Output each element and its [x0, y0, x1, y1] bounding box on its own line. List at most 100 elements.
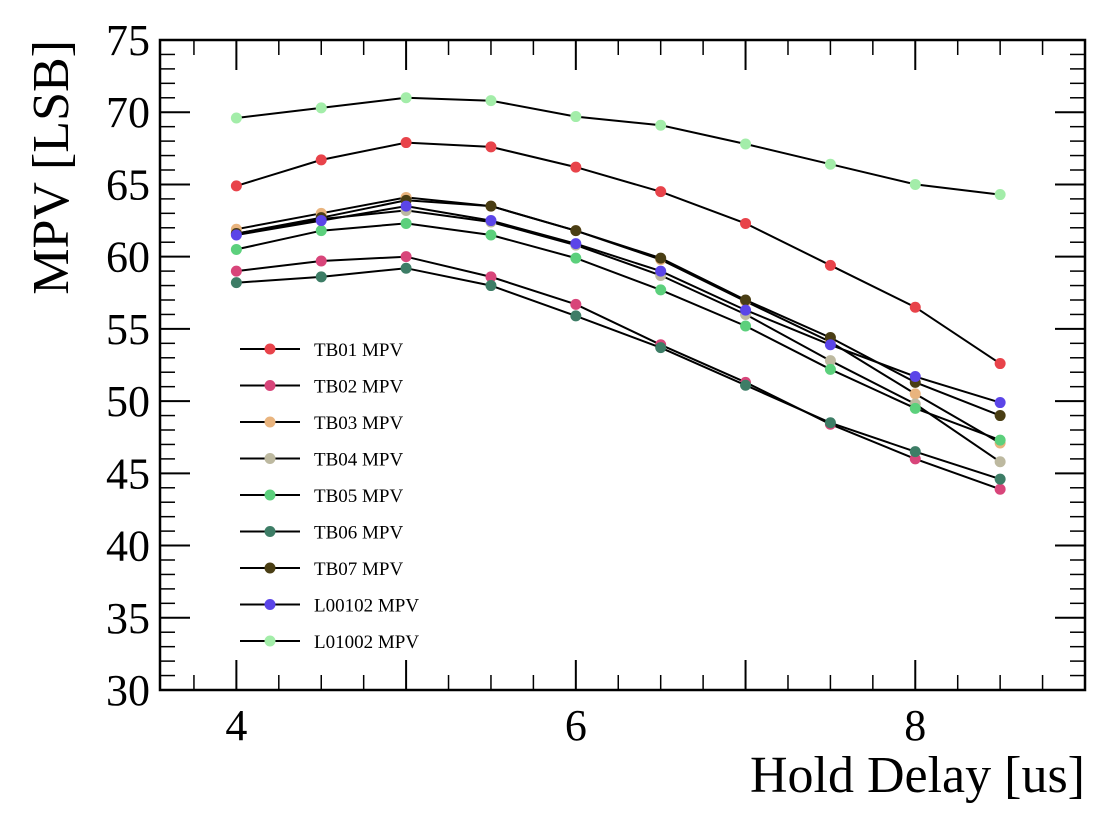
- legend-marker: [264, 635, 276, 647]
- legend-label: TB07 MPV: [314, 559, 403, 580]
- data-point: [315, 102, 327, 114]
- data-point: [485, 271, 497, 283]
- y-tick-label: 40: [106, 522, 150, 571]
- series-line: [236, 255, 1001, 491]
- legend-label: TB06 MPV: [314, 523, 403, 544]
- data-point: [655, 265, 667, 277]
- data-point: [485, 229, 497, 241]
- data-point: [400, 251, 412, 263]
- data-point: [740, 138, 752, 150]
- legend-marker: [264, 453, 276, 464]
- data-point: [485, 95, 497, 107]
- legend-entry: TB06 MPV: [240, 523, 403, 544]
- data-point: [230, 180, 242, 192]
- x-tick-label: 8: [904, 701, 926, 750]
- x-tick-label: 6: [565, 701, 587, 750]
- legend-marker: [264, 380, 276, 391]
- series-layer: [230, 92, 1006, 495]
- data-point: [909, 371, 921, 383]
- data-point: [655, 252, 667, 264]
- data-point: [909, 402, 921, 414]
- data-point: [909, 388, 921, 400]
- x-axis-title: Hold Delay [us]: [750, 747, 1085, 804]
- x-tick-label: 4: [225, 701, 247, 750]
- data-point: [994, 434, 1006, 446]
- legend-entry: TB05 MPV: [240, 486, 403, 507]
- data-point: [400, 92, 412, 104]
- y-tick-label: 55: [106, 305, 150, 354]
- data-point: [740, 217, 752, 229]
- data-point: [824, 417, 836, 429]
- data-point: [485, 215, 497, 227]
- data-point: [824, 339, 836, 351]
- data-point: [485, 200, 497, 212]
- data-point: [230, 229, 242, 241]
- data-point: [400, 200, 412, 212]
- legend-marker: [264, 416, 276, 428]
- data-point: [485, 280, 497, 292]
- data-point: [740, 294, 752, 306]
- legend: TB01 MPV TB02 MPV TB03 MPV TB04 MPV TB05 MPV…: [240, 340, 419, 653]
- legend-label: L00102 MPV: [314, 596, 419, 617]
- data-point: [994, 456, 1006, 468]
- data-point: [994, 483, 1006, 495]
- data-point: [655, 284, 667, 296]
- data-point: [994, 358, 1006, 370]
- data-point: [655, 186, 667, 198]
- series-line: [236, 267, 1001, 481]
- data-point: [994, 397, 1006, 409]
- data-point: [315, 154, 327, 166]
- data-point: [824, 355, 836, 367]
- data-point: [230, 277, 242, 289]
- data-point: [230, 243, 242, 255]
- legend-label: L01002 MPV: [314, 632, 419, 653]
- data-point: [740, 304, 752, 316]
- legend-entry: L01002 MPV: [240, 632, 419, 653]
- legend-entry: TB01 MPV: [240, 340, 403, 361]
- data-point: [570, 238, 582, 250]
- data-point: [824, 158, 836, 170]
- y-tick-label: 70: [106, 88, 150, 137]
- data-point: [315, 225, 327, 237]
- data-point: [994, 473, 1006, 485]
- legend-label: TB02 MPV: [314, 377, 403, 398]
- legend-marker: [264, 599, 276, 610]
- legend-marker: [264, 526, 276, 537]
- data-point: [740, 379, 752, 391]
- series-line: [236, 141, 1001, 365]
- data-point: [824, 363, 836, 375]
- series-tb01-mpv: [230, 137, 1006, 370]
- y-tick-label: 45: [106, 449, 150, 498]
- data-point: [909, 178, 921, 190]
- data-point: [994, 410, 1006, 422]
- y-tick-label: 30: [106, 666, 150, 715]
- y-tick-label: 75: [106, 16, 150, 65]
- data-point: [994, 189, 1006, 201]
- data-point: [400, 217, 412, 229]
- series-l01002-mpv: [230, 92, 1006, 201]
- y-axis-title: MPV [LSB]: [23, 40, 80, 295]
- series-line: [236, 209, 1001, 463]
- legend-marker: [264, 343, 276, 355]
- legend-label: TB03 MPV: [314, 413, 403, 434]
- data-point: [655, 119, 667, 131]
- data-point: [230, 112, 242, 124]
- legend-entry: TB04 MPV: [240, 450, 403, 471]
- data-point: [570, 225, 582, 237]
- legend-marker: [264, 489, 276, 501]
- series-l00102-mpv: [230, 200, 1006, 409]
- y-tick-label: 65: [106, 160, 150, 209]
- y-tick-label: 50: [106, 377, 150, 426]
- legend-marker: [264, 562, 276, 574]
- data-point: [315, 271, 327, 283]
- legend-entry: L00102 MPV: [240, 596, 419, 617]
- data-point: [570, 252, 582, 264]
- legend-entry: TB07 MPV: [240, 559, 403, 580]
- legend-label: TB04 MPV: [314, 450, 403, 471]
- data-point: [570, 111, 582, 123]
- series-line: [236, 96, 1001, 196]
- legend-label: TB01 MPV: [314, 340, 403, 361]
- series-tb05-mpv: [230, 217, 1006, 446]
- tick-labels: 30 35 40 45 50 55 60 65 70 75 4 6 8: [106, 16, 926, 750]
